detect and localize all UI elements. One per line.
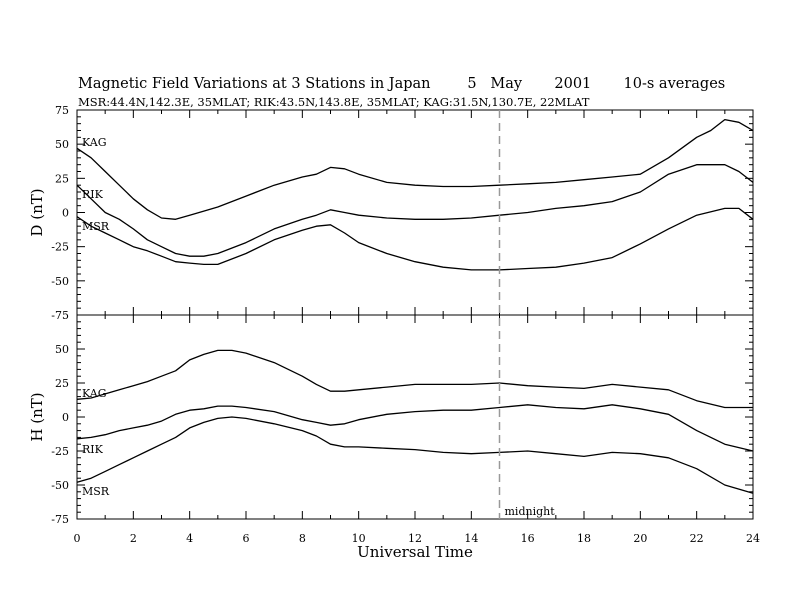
chart-subtitle: MSR:44.4N,142.3E, 35MLAT; RIK:43.5N,143.… [78, 95, 590, 109]
h-y-tick-label: -25 [51, 445, 69, 458]
x-tick-label: 4 [186, 532, 193, 545]
h-rik-label: RIK [82, 443, 104, 456]
x-tick-label: 0 [74, 532, 81, 545]
x-tick-label: 10 [352, 532, 366, 545]
h-y-tick-label: 0 [62, 411, 69, 424]
d-component-panel: 75 50 25 0 -25 -50 -75 D (nT) KAG RIK MSR [28, 104, 754, 322]
midnight-label: midnight [505, 505, 556, 518]
x-tick-label: 8 [299, 532, 306, 545]
d-y-tick-label: 0 [62, 207, 69, 220]
h-y-axis-title: H (nT) [28, 392, 46, 441]
x-axis: 0 2 4 6 8 10 12 14 16 18 20 22 24 [74, 110, 760, 545]
h-y-tick-label: -75 [51, 513, 69, 526]
d-plot-frame [76, 109, 754, 316]
h-msr-label: MSR [82, 485, 110, 498]
h-y-tick-label: -50 [51, 479, 69, 492]
d-kag-trace [76, 118, 754, 220]
x-tick-label: 16 [521, 532, 535, 545]
h-y-tick-label: 50 [55, 343, 69, 356]
h-kag-trace [76, 349, 753, 409]
x-tick-label: 24 [746, 532, 760, 545]
h-y-tick-label: 25 [55, 377, 69, 390]
x-axis-title: Universal Time [357, 543, 473, 561]
d-y-tick-label: -75 [51, 309, 69, 322]
d-y-tick-label: 75 [55, 104, 69, 117]
h-plot-frame [76, 314, 754, 520]
d-y-axis-title: D (nT) [28, 188, 46, 236]
h-rik-trace [76, 404, 754, 452]
d-y-tick-label: -25 [51, 241, 69, 254]
h-msr-trace [76, 416, 754, 494]
x-tick-label: 20 [633, 532, 647, 545]
d-rik-label: RIK [82, 188, 104, 201]
chart-title: Magnetic Field Variations at 3 Stations … [78, 76, 725, 92]
d-y-tick-label: 25 [55, 172, 69, 185]
x-tick-label: 2 [130, 532, 137, 545]
d-msr-label: MSR [82, 220, 110, 233]
d-kag-label: KAG [82, 136, 107, 149]
d-msr-trace [76, 207, 754, 271]
x-tick-label: 14 [464, 532, 478, 545]
x-tick-label: 18 [577, 532, 591, 545]
h-component-panel: 50 25 0 -25 -50 -75 H (nT) KAG RIK MSR [28, 314, 754, 526]
x-tick-label: 12 [408, 532, 422, 545]
d-rik-trace [76, 164, 754, 257]
h-kag-label: KAG [82, 387, 107, 400]
x-tick-label: 6 [243, 532, 250, 545]
d-y-tick-label: -50 [51, 275, 69, 288]
d-y-tick-label: 50 [55, 138, 69, 151]
x-tick-label: 22 [690, 532, 704, 545]
